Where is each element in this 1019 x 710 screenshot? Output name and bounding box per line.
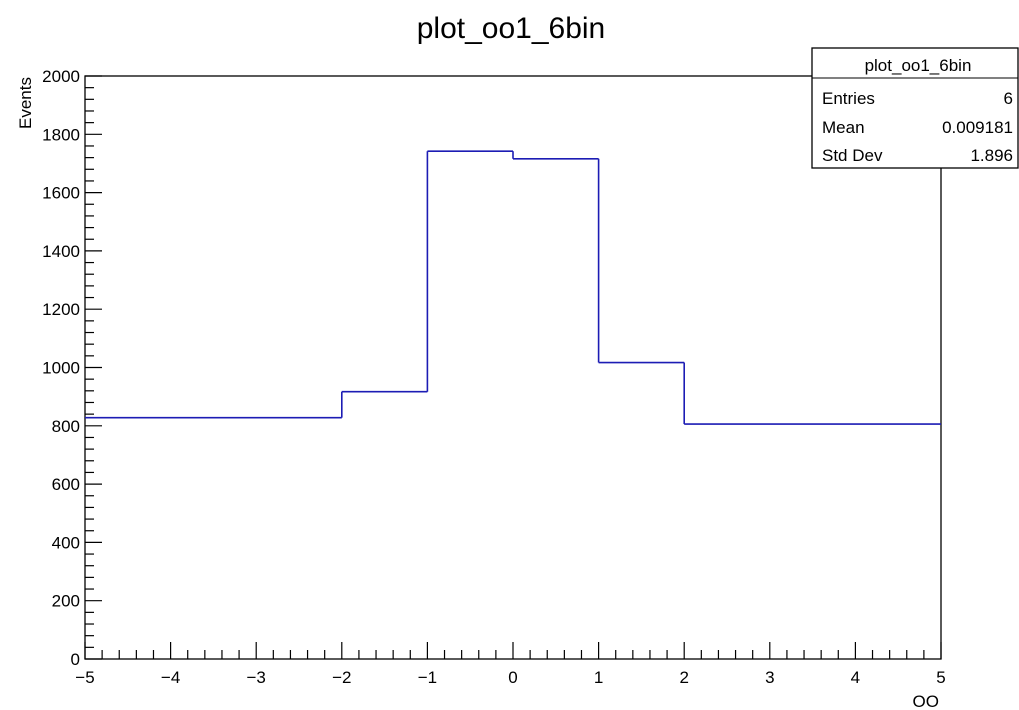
y-tick-label: 1200 (42, 300, 80, 319)
statistics-box-frame (811, 47, 1019, 169)
y-tick-label: 1400 (42, 242, 80, 261)
y-tick-label: 200 (52, 592, 80, 611)
x-tick-label: 0 (508, 668, 517, 687)
y-axis-ticks (85, 75, 102, 660)
y-tick-label: 0 (71, 650, 80, 669)
x-tick-label: −2 (332, 668, 351, 687)
x-tick-label: 2 (679, 668, 688, 687)
x-tick-label: 3 (765, 668, 774, 687)
stat-label-entries: Entries (822, 89, 875, 108)
y-axis-label: Events (16, 77, 35, 129)
x-axis-tick-labels: −5 −4 −3 −2 −1 0 1 2 3 4 5 (75, 668, 945, 687)
y-tick-label: 2000 (42, 67, 80, 86)
stat-label-std-dev: Std Dev (822, 146, 883, 165)
y-tick-label: 1000 (42, 359, 80, 378)
stat-value-std-dev: 1.896 (970, 146, 1013, 165)
x-axis-ticks (84, 642, 942, 659)
x-tick-label: 5 (936, 668, 945, 687)
y-tick-label: 800 (52, 417, 80, 436)
x-tick-label: −1 (418, 668, 437, 687)
x-tick-label: −5 (75, 668, 94, 687)
y-tick-label: 1800 (42, 125, 80, 144)
x-tick-label: −3 (247, 668, 266, 687)
stat-label-mean: Mean (822, 118, 865, 137)
x-tick-label: −4 (161, 668, 180, 687)
y-axis-tick-labels: 0 200 400 600 800 1000 1200 1400 1600 1800 2000 (42, 67, 80, 669)
x-axis-label: OO (913, 692, 939, 710)
statistics-box-title: plot_oo1_6bin (865, 56, 972, 75)
x-tick-label: 1 (594, 668, 603, 687)
chart-title: plot_oo1_6bin (417, 12, 606, 45)
histogram-bins (85, 150, 941, 425)
y-tick-label: 400 (52, 533, 80, 552)
x-tick-label: 4 (851, 668, 860, 687)
stat-value-entries: 6 (1004, 89, 1013, 108)
statistics-box: plot_oo1_6bin Entries 6 Mean 0.009181 St… (811, 47, 1019, 169)
stat-value-mean: 0.009181 (942, 118, 1013, 137)
y-tick-label: 1600 (42, 184, 80, 203)
y-tick-label: 600 (52, 475, 80, 494)
